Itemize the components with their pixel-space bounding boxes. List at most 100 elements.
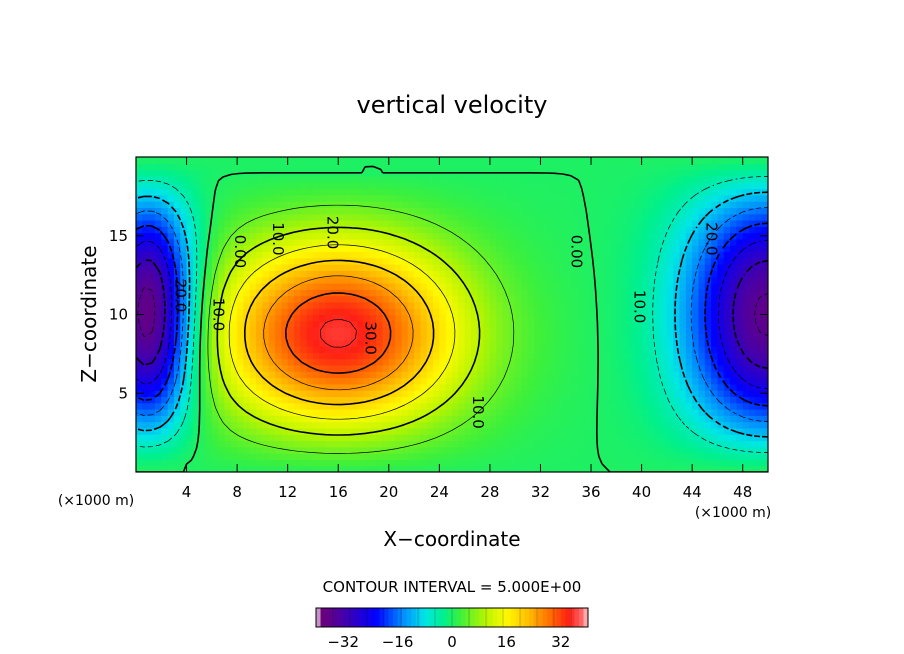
field-cell: [306, 390, 314, 397]
field-cell: [230, 440, 238, 448]
field-cell: [761, 308, 768, 316]
field-cell: [483, 421, 491, 429]
field-cell: [521, 238, 529, 246]
field-cell: [331, 264, 339, 271]
field-cell: [534, 194, 542, 202]
field-cell: [300, 182, 308, 190]
field-cell: [287, 289, 295, 297]
field-cell: [540, 427, 548, 435]
field-cell: [154, 163, 162, 171]
field-cell: [452, 327, 459, 334]
field-cell: [401, 301, 409, 309]
field-cell: [755, 377, 763, 385]
field-cell: [559, 232, 567, 240]
field-cell: [148, 440, 156, 448]
field-cell: [325, 201, 333, 208]
field-cell: [300, 238, 308, 246]
field-cell: [445, 352, 453, 360]
field-cell: [243, 377, 251, 385]
field-cell: [154, 213, 162, 221]
field-cell: [224, 383, 232, 391]
field-cell: [647, 314, 655, 322]
field-cell: [161, 251, 169, 259]
field-cell: [294, 446, 301, 454]
field-cell: [578, 434, 586, 442]
field-cell: [300, 175, 308, 183]
field-cell: [717, 358, 725, 366]
field-cell: [148, 201, 156, 208]
field-cell: [281, 213, 289, 221]
field-cell: [717, 245, 725, 253]
field-cell: [142, 232, 150, 240]
field-cell: [654, 427, 662, 435]
field-cell: [502, 157, 510, 164]
field-cell: [565, 390, 573, 397]
field-cell: [237, 364, 245, 372]
field-cell: [338, 446, 346, 454]
field-cell: [534, 220, 542, 227]
field-cell: [464, 157, 472, 164]
field-cell: [641, 320, 649, 328]
field-cell: [578, 308, 586, 316]
field-cell: [243, 194, 251, 202]
field-cell: [445, 333, 453, 341]
field-cell: [287, 232, 295, 240]
field-cell: [470, 295, 478, 303]
field-cell: [439, 251, 447, 259]
field-cell: [654, 182, 662, 190]
field-cell: [502, 427, 510, 435]
field-cell: [647, 169, 655, 177]
field-cell: [395, 459, 403, 467]
field-cell: [338, 364, 346, 372]
field-cell: [647, 459, 655, 467]
field-cell: [723, 251, 731, 259]
field-cell: [755, 301, 763, 309]
field-cell: [546, 339, 554, 347]
field-cell: [376, 333, 384, 341]
field-cell: [717, 333, 725, 341]
field-cell: [692, 371, 700, 379]
field-cell: [477, 320, 485, 328]
field-cell: [704, 427, 712, 435]
field-cell: [243, 459, 251, 467]
field-cell: [698, 346, 706, 353]
field-cell: [508, 301, 516, 309]
field-cell: [483, 201, 491, 208]
field-cell: [350, 314, 358, 322]
field-cell: [401, 339, 409, 347]
field-cell: [369, 352, 377, 360]
field-cell: [218, 427, 226, 435]
field-cell: [452, 434, 459, 442]
field-cell: [344, 352, 352, 360]
field-cell: [344, 264, 352, 271]
field-cell: [306, 283, 314, 290]
field-cell: [433, 320, 440, 328]
field-cell: [395, 251, 403, 259]
field-cell: [388, 320, 396, 328]
field-cell: [572, 213, 579, 221]
field-cell: [470, 383, 478, 391]
field-cell: [553, 308, 561, 316]
field-cell: [218, 446, 226, 454]
field-cell: [211, 434, 219, 442]
field-cell: [736, 459, 744, 467]
field-cell: [679, 327, 687, 334]
field-cell: [730, 396, 737, 404]
field-cell: [211, 175, 219, 183]
field-cell: [723, 207, 731, 215]
field-cell: [249, 238, 257, 246]
field-cell: [287, 257, 295, 265]
field-cell: [470, 232, 478, 240]
field-cell: [306, 270, 314, 278]
field-cell: [717, 459, 725, 467]
field-cell: [527, 371, 535, 379]
field-cell: [521, 339, 529, 347]
field-cell: [597, 169, 605, 177]
field-cell: [622, 364, 630, 372]
field-cell: [761, 415, 768, 423]
field-cell: [154, 276, 162, 284]
field-cell: [243, 465, 251, 472]
field-cell: [591, 289, 598, 297]
field-cell: [635, 409, 643, 416]
field-cell: [496, 301, 504, 309]
